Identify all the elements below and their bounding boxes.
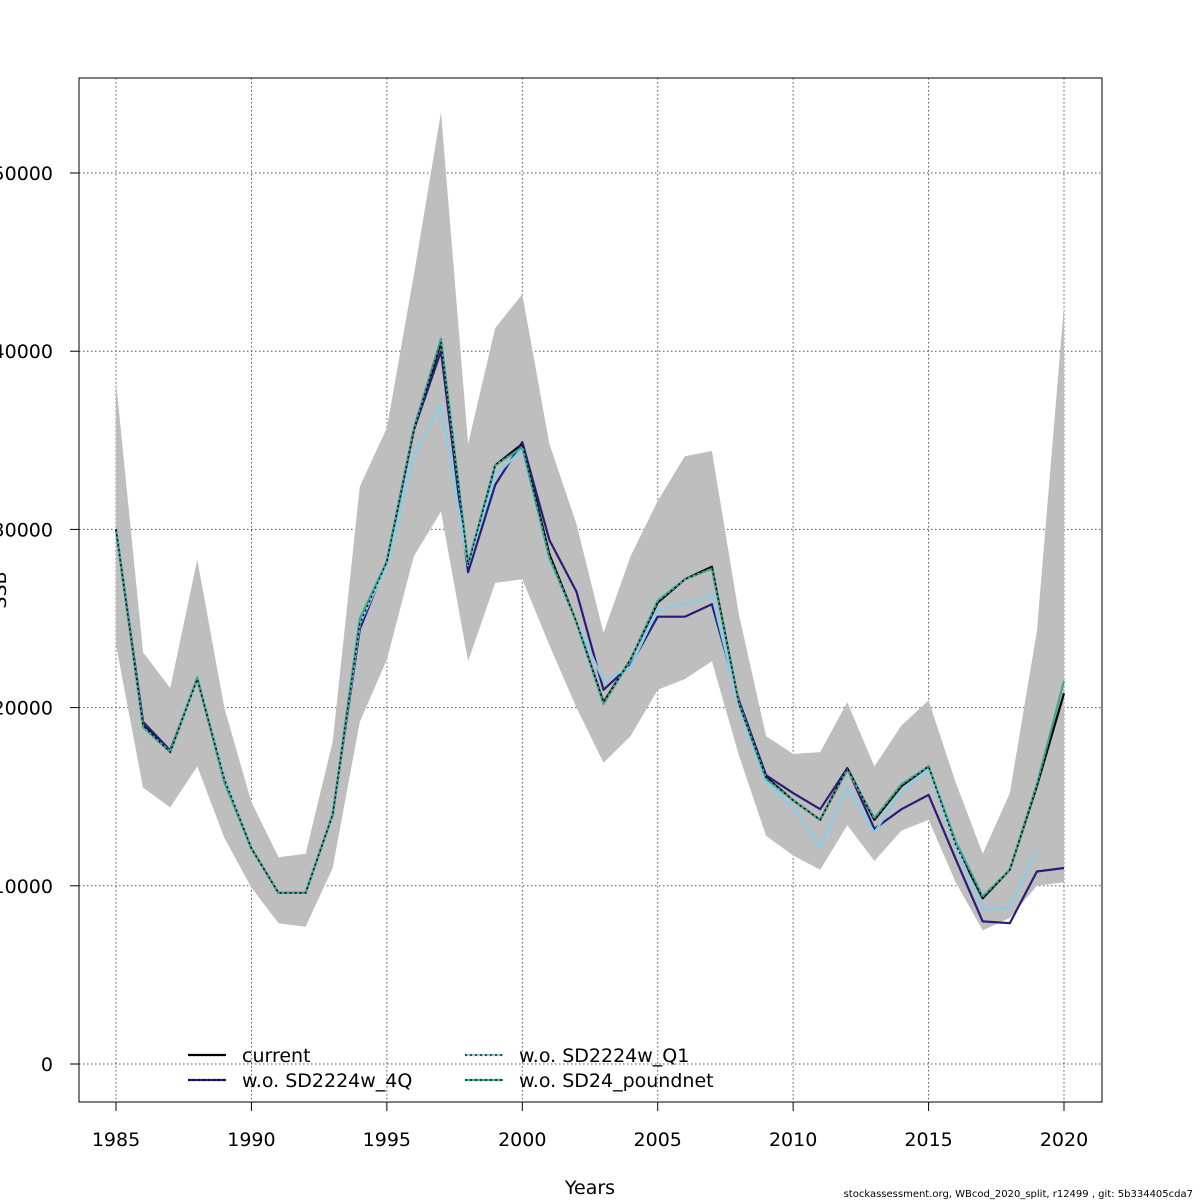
x-tick-label: 1995	[363, 1129, 411, 1151]
x-axis-title: Years	[564, 1177, 615, 1199]
grid-lines	[79, 78, 1102, 1102]
series-lines	[114, 337, 1066, 925]
y-tick-label: 0	[41, 1054, 53, 1076]
x-tick-label: 1990	[227, 1129, 275, 1151]
confidence-band	[116, 112, 1064, 931]
x-tick-label: 2020	[1040, 1129, 1088, 1151]
y-axis-title: SSB	[0, 571, 11, 608]
y-tick-label: 50000	[0, 163, 53, 185]
legend-label: w.o. SD24_poundnet	[519, 1070, 714, 1092]
x-tick-label: 2010	[769, 1129, 817, 1151]
y-tick-label: 30000	[0, 519, 53, 541]
y-tick-label: 10000	[0, 876, 53, 898]
x-tick-label: 2000	[498, 1129, 546, 1151]
x-tick-label: 1985	[92, 1129, 140, 1151]
x-axis: 1985 1990 1995 2000 2005 2010 2015 2020	[92, 1101, 1088, 1151]
x-tick-label: 2005	[634, 1129, 682, 1151]
series-line-current-dots	[115, 342, 1065, 900]
x-tick-label: 2015	[904, 1129, 952, 1151]
legend-label: current	[242, 1045, 311, 1067]
legend: current w.o. SD2224w_4Q w.o. SD2224w_Q1 w.o…	[188, 1045, 714, 1092]
footer-note: stockassessment.org, WBcod_2020_split, r…	[844, 1189, 1193, 1200]
legend-label: w.o. SD2224w_Q1	[519, 1045, 689, 1067]
y-tick-label: 40000	[0, 341, 53, 363]
legend-label: w.o. SD2224w_4Q	[242, 1070, 412, 1092]
